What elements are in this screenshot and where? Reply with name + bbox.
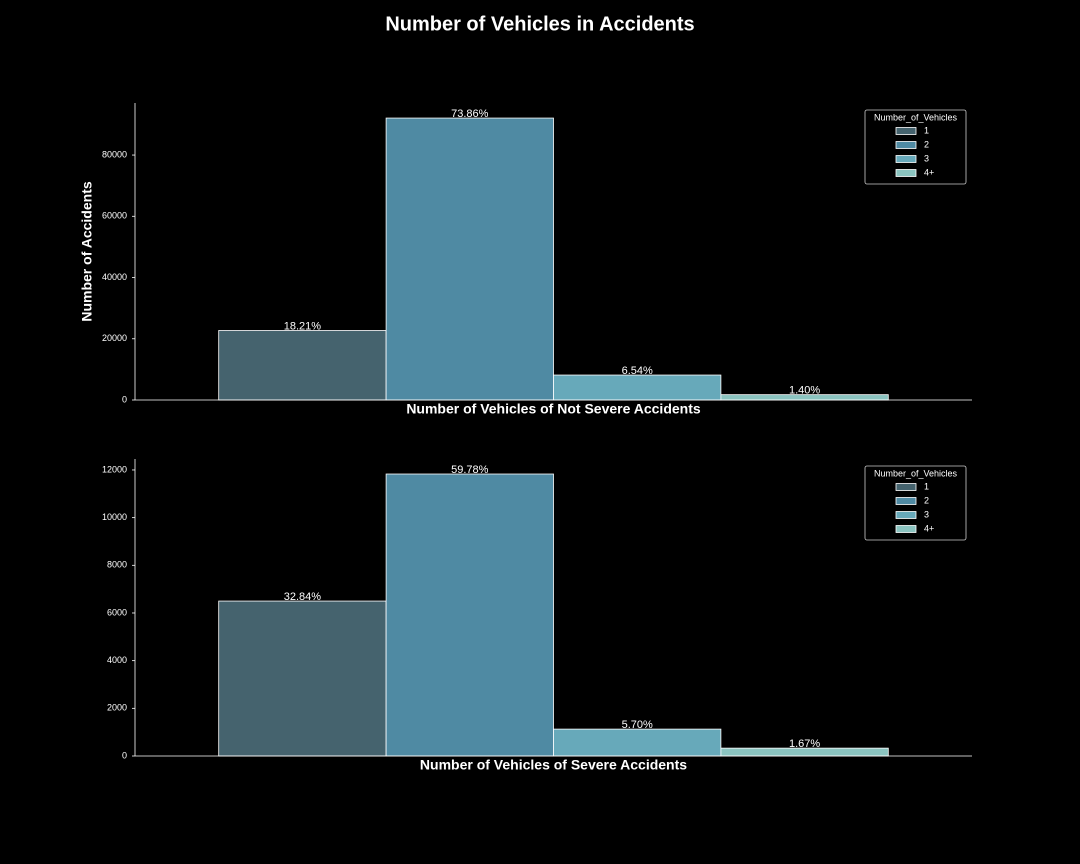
legend-label: 2 — [924, 495, 929, 505]
bar — [385, 473, 554, 757]
legend-swatch — [895, 155, 917, 163]
legend-label: 4+ — [924, 167, 934, 177]
figure-title: Number of Vehicles in Accidents — [385, 13, 694, 35]
bar — [553, 374, 722, 401]
legend-title: Number_of_Vehicles — [874, 112, 958, 122]
value-label: 59.78% — [451, 464, 489, 476]
value-label: 5.70% — [622, 719, 653, 731]
value-label: 1.40% — [789, 385, 820, 397]
bar — [218, 330, 387, 401]
value-label: 6.54% — [622, 365, 653, 377]
bar — [553, 728, 722, 757]
bar — [385, 117, 554, 401]
legend-label: 1 — [924, 481, 929, 491]
y-tick-label: 40000 — [102, 272, 127, 282]
value-label: 1.67% — [789, 738, 820, 750]
legend-swatch — [895, 127, 917, 135]
y-tick-label: 20000 — [102, 333, 127, 343]
y-axis-label: Number of Accidents — [79, 181, 95, 321]
legend-swatch — [895, 169, 917, 177]
legend-label: 2 — [924, 139, 929, 149]
legend-swatch — [895, 483, 917, 491]
y-tick-label: 0 — [122, 394, 127, 404]
value-label: 73.86% — [451, 108, 489, 120]
y-tick-label: 4000 — [107, 655, 127, 665]
legend-title: Number_of_Vehicles — [874, 468, 958, 478]
y-tick-label: 0 — [122, 750, 127, 760]
legend-label: 1 — [924, 125, 929, 135]
y-tick-label: 2000 — [107, 703, 127, 713]
y-tick-label: 12000 — [102, 464, 127, 474]
y-tick-label: 10000 — [102, 512, 127, 522]
legend-swatch — [895, 511, 917, 519]
legend-label: 3 — [924, 153, 929, 163]
x-axis-label: Number of Vehicles of Severe Accidents — [420, 757, 687, 773]
y-tick-label: 60000 — [102, 211, 127, 221]
legend-label: 4+ — [924, 523, 934, 533]
value-label: 18.21% — [284, 320, 322, 332]
x-axis-label: Number of Vehicles of Not Severe Acciden… — [406, 401, 701, 417]
legend-label: 3 — [924, 509, 929, 519]
y-tick-label: 8000 — [107, 560, 127, 570]
value-label: 32.84% — [284, 591, 322, 603]
legend-swatch — [895, 141, 917, 149]
legend-swatch — [895, 525, 917, 533]
bar — [218, 600, 387, 757]
legend-swatch — [895, 497, 917, 505]
y-tick-label: 6000 — [107, 607, 127, 617]
y-tick-label: 80000 — [102, 149, 127, 159]
